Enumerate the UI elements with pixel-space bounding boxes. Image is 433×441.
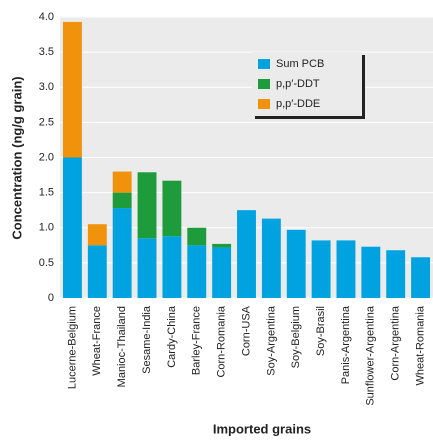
bar-segment [62, 157, 82, 298]
legend-swatch [258, 79, 270, 89]
y-tick-label: 0 [48, 292, 54, 304]
x-tick-label: Corn-Argentina [390, 305, 402, 380]
y-tick-label: 0.5 [39, 257, 54, 269]
bar-segment [112, 192, 132, 209]
x-tick-label: Wheat-France [91, 306, 103, 376]
bar-segment [311, 240, 331, 298]
bar-segment [137, 238, 157, 298]
bar-segment [261, 218, 281, 298]
bar-segment [187, 245, 207, 298]
x-tick-label: Soy-Belgium [290, 306, 302, 368]
bar-segment [112, 171, 132, 193]
x-axis-title: Imported grains [213, 421, 311, 436]
bar-segment [162, 180, 182, 237]
legend-label: p,p′-DDE [276, 98, 320, 110]
bar-segment [87, 245, 107, 298]
x-tick-label: Panis-Argentina [340, 305, 352, 384]
bar-segment [212, 247, 232, 298]
y-tick-label: 3.5 [39, 46, 54, 58]
y-tick-label: 3.0 [39, 81, 54, 93]
bar-segment [87, 224, 107, 246]
y-axis-title: Concentration (ng/g grain) [9, 76, 24, 239]
x-tick-label: Cardy-China [166, 305, 178, 368]
y-tick-label: 2.0 [39, 151, 54, 163]
x-tick-label: Manioc-Thailand [116, 306, 128, 387]
bar-segment [137, 172, 157, 239]
legend-label: Sum PCB [276, 58, 324, 70]
x-tick-label: Lucerne-Belgium [66, 306, 78, 389]
legend-swatch [258, 59, 270, 69]
x-tick-label: Sunflower-Argentina [365, 305, 377, 406]
x-tick-label: Barley-France [191, 306, 203, 375]
bar-segment [386, 250, 406, 298]
y-tick-label: 1.0 [39, 222, 54, 234]
bar-segment [286, 229, 306, 298]
y-tick-label: 1.5 [39, 187, 54, 199]
bar-segment [62, 21, 82, 158]
y-tick-label: 4.0 [39, 11, 54, 23]
bar-segment [411, 257, 431, 298]
bar-segment [187, 227, 207, 246]
bar-segment [162, 236, 182, 298]
legend-box [252, 52, 362, 116]
y-tick-label: 2.5 [39, 116, 54, 128]
bar-segment [361, 246, 381, 298]
x-tick-label: Corn-Romania [216, 305, 228, 377]
x-tick-label: Soy-Brasil [315, 306, 327, 356]
bar-segment [237, 210, 256, 298]
bar-segment [336, 240, 356, 298]
x-tick-label: Soy-Argentina [265, 305, 277, 376]
x-tick-label: Sesame-India [141, 305, 153, 374]
legend-label: p,p′-DDT [276, 78, 320, 90]
x-tick-label: Wheat-Romania [414, 305, 426, 385]
legend-swatch [258, 99, 270, 109]
bar-segment [212, 243, 232, 248]
bar-segment [112, 208, 132, 298]
x-tick-label: Corn-USA [240, 305, 252, 356]
